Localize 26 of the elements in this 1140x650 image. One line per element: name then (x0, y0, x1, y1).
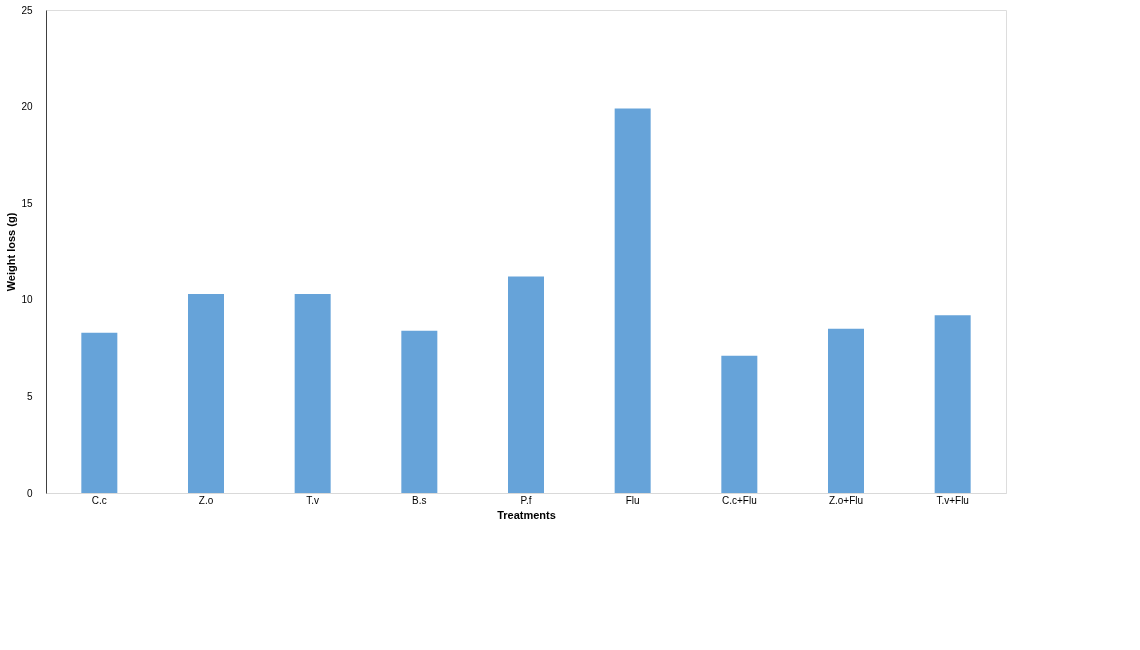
x-tick-label: P.f (520, 494, 532, 506)
x-tick-label: C.c+Flu (721, 494, 757, 506)
x-tick-label: Flu (625, 494, 640, 506)
y-tick-label: 25 (21, 4, 33, 16)
bar (401, 330, 438, 493)
x-tick-label: T.v+Flu (936, 494, 969, 506)
y-tick-label: 15 (21, 197, 33, 209)
y-tick-label: 20 (21, 101, 33, 113)
y-tick-label: 0 (26, 487, 33, 499)
bar (508, 276, 544, 493)
bar (188, 294, 224, 493)
y-axis-title: Weight loss (g) (5, 212, 18, 292)
x-tick-label: Z.o+Flu (828, 494, 864, 506)
y-tick-label: 5 (26, 390, 33, 402)
y-tick-label: 10 (21, 294, 33, 306)
bar (934, 315, 971, 493)
x-tick-label: T.v (306, 494, 320, 506)
x-tick-label: C.c (91, 494, 107, 506)
x-axis-title: Treatments (497, 508, 556, 521)
bar (614, 108, 651, 493)
x-tick-label: Z.o (198, 494, 214, 506)
bar (828, 328, 864, 493)
x-tick-label: B.s (412, 494, 427, 506)
bar (721, 355, 758, 493)
bar (294, 294, 331, 493)
bar (81, 332, 118, 493)
